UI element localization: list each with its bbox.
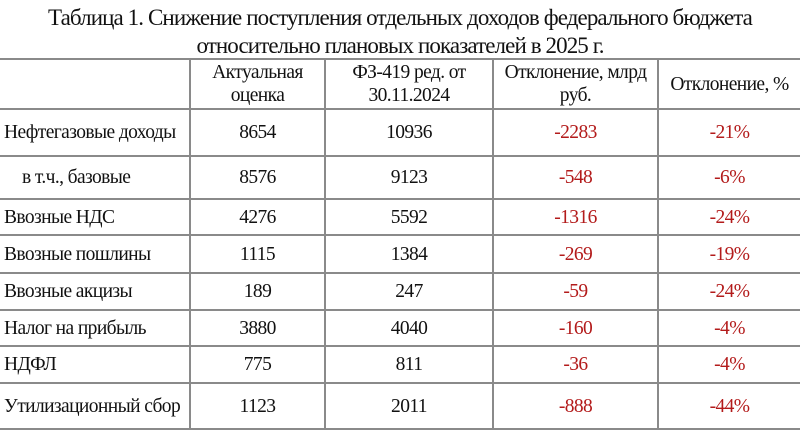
title-line-1: Таблица 1. Снижение поступления отдельны…: [48, 5, 753, 30]
cell-actual: 8654: [189, 108, 326, 157]
table-row: Ввозные пошлины 1115 1384 -269 -19%: [0, 234, 800, 274]
cell-actual: 8576: [189, 155, 326, 200]
table-row: в т.ч., базовые 8576 9123 -548 -6%: [0, 155, 800, 200]
row-name: Нефтегазовые доходы: [0, 108, 191, 157]
cell-actual: 4276: [189, 198, 326, 236]
cell-actual: 1115: [189, 234, 326, 274]
row-name: НДФЛ: [0, 345, 191, 384]
table-row: НДФЛ 775 811 -36 -4%: [0, 345, 800, 384]
row-name: Утилизационный сбор: [0, 382, 191, 430]
cell-plan: 5592: [324, 198, 494, 236]
row-name: Ввозные акцизы: [0, 272, 191, 311]
cell-dev-abs: -269: [492, 234, 659, 274]
cell-dev-pct: -24%: [657, 272, 800, 311]
cell-plan: 4040: [324, 309, 494, 347]
cell-dev-abs: -548: [492, 155, 659, 200]
cell-actual: 189: [189, 272, 326, 311]
cell-dev-pct: -4%: [657, 309, 800, 347]
cell-dev-abs: -36: [492, 345, 659, 384]
row-name: Ввозные НДС: [0, 198, 191, 236]
cell-dev-abs: -59: [492, 272, 659, 311]
cell-plan: 9123: [324, 155, 494, 200]
cell-actual: 775: [189, 345, 326, 384]
cell-dev-pct: -21%: [657, 108, 800, 157]
table-row: Ввозные акцизы 189 247 -59 -24%: [0, 272, 800, 311]
table-title: Таблица 1. Снижение поступления отдельны…: [0, 0, 800, 58]
revenue-table: Актуальная оценка ФЗ-419 ред. от 30.11.2…: [0, 58, 800, 430]
cell-dev-pct: -44%: [657, 382, 800, 430]
title-line-2: относительно плановых показателей в 2025…: [196, 33, 604, 58]
header-row: Актуальная оценка ФЗ-419 ред. от 30.11.2…: [0, 58, 800, 110]
cell-plan: 10936: [324, 108, 494, 157]
header-dev-pct: Отклонение, %: [657, 58, 800, 110]
cell-dev-abs: -160: [492, 309, 659, 347]
cell-dev-pct: -19%: [657, 234, 800, 274]
cell-dev-abs: -1316: [492, 198, 659, 236]
table-row: Ввозные НДС 4276 5592 -1316 -24%: [0, 198, 800, 236]
cell-plan: 1384: [324, 234, 494, 274]
cell-plan: 811: [324, 345, 494, 384]
cell-dev-pct: -24%: [657, 198, 800, 236]
cell-dev-abs: -2283: [492, 108, 659, 157]
header-dev-abs: Отклонение, млрд руб.: [492, 58, 659, 110]
row-name: в т.ч., базовые: [0, 155, 191, 200]
cell-dev-abs: -888: [492, 382, 659, 430]
row-name: Ввозные пошлины: [0, 234, 191, 274]
cell-dev-pct: -6%: [657, 155, 800, 200]
cell-dev-pct: -4%: [657, 345, 800, 384]
header-actual: Актуальная оценка: [189, 58, 326, 110]
cell-plan: 2011: [324, 382, 494, 430]
header-plan: ФЗ-419 ред. от 30.11.2024: [324, 58, 494, 110]
table-row: Утилизационный сбор 1123 2011 -888 -44%: [0, 382, 800, 430]
cell-actual: 3880: [189, 309, 326, 347]
table-row: Нефтегазовые доходы 8654 10936 -2283 -21%: [0, 108, 800, 157]
header-name: [0, 58, 191, 110]
row-name: Налог на прибыль: [0, 309, 191, 347]
cell-actual: 1123: [189, 382, 326, 430]
table-row: Налог на прибыль 3880 4040 -160 -4%: [0, 309, 800, 347]
cell-plan: 247: [324, 272, 494, 311]
